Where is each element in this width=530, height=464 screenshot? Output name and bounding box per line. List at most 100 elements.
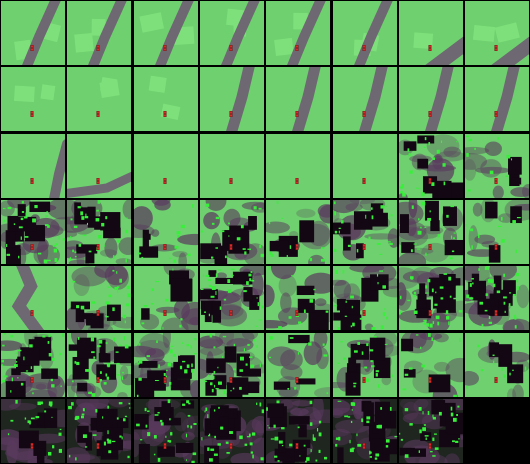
green-speckle [407, 148, 410, 152]
green-speckle [477, 234, 480, 238]
green-speckle [278, 440, 283, 444]
green-speckle [270, 438, 275, 440]
green-speckle [7, 433, 10, 436]
green-speckle [287, 387, 290, 390]
green-speckle [516, 279, 518, 283]
green-speckle [44, 224, 49, 227]
noise-smear [6, 440, 18, 463]
green-speckle [47, 225, 50, 228]
noise-smear [465, 153, 488, 170]
agent-car [295, 244, 299, 250]
green-speckle [20, 236, 22, 240]
green-speckle [432, 437, 435, 442]
green-speckle [376, 425, 380, 429]
agent-car [362, 111, 366, 117]
frame-14 [333, 67, 397, 131]
green-speckle [318, 449, 321, 453]
green-speckle [24, 216, 28, 219]
frame-19 [134, 134, 198, 198]
green-speckle [141, 322, 145, 325]
green-speckle [58, 448, 63, 453]
green-speckle [422, 427, 426, 431]
green-speckle [223, 390, 226, 395]
frame-18 [67, 134, 131, 198]
dark-block [5, 381, 26, 397]
green-speckle [423, 424, 426, 426]
green-speckle [122, 314, 126, 319]
dark-block [511, 177, 522, 185]
green-speckle [74, 255, 77, 258]
green-speckle [205, 274, 210, 277]
noise-smear [421, 164, 456, 172]
green-speckle [203, 311, 207, 313]
green-speckle [281, 444, 284, 447]
green-speckle [435, 291, 437, 294]
green-speckle [72, 280, 76, 283]
green-speckle [82, 434, 87, 439]
green-speckle [503, 296, 507, 299]
frame-7 [399, 1, 463, 65]
green-speckle [52, 244, 56, 247]
road [425, 67, 454, 131]
noise-smear [502, 318, 529, 330]
green-speckle [113, 337, 115, 342]
green-speckle [516, 286, 519, 290]
frame-14-view [333, 67, 397, 131]
green-speckle [44, 410, 47, 413]
green-speckle [50, 378, 54, 382]
green-speckle [137, 362, 140, 365]
green-speckle [390, 214, 393, 217]
noise-smear [22, 381, 58, 397]
dark-block [20, 347, 40, 366]
green-speckle [205, 203, 210, 207]
dark-block [200, 243, 222, 260]
green-speckle [168, 257, 171, 260]
agent-car [163, 178, 167, 184]
green-speckle [334, 248, 337, 252]
dark-block [363, 402, 374, 426]
dark-block [110, 418, 129, 428]
green-speckle [337, 362, 340, 364]
dark-block [498, 344, 513, 367]
dark-block [353, 211, 373, 230]
green-speckle [256, 402, 258, 405]
green-speckle [326, 392, 329, 395]
frame-12 [200, 67, 264, 131]
green-speckle [258, 207, 262, 210]
green-speckle [160, 422, 164, 426]
green-speckle [450, 235, 453, 239]
green-speckle [88, 250, 92, 253]
green-speckle [425, 252, 427, 256]
green-speckle [124, 345, 129, 349]
frame-9-view [1, 67, 65, 131]
frame-35-view [134, 266, 198, 330]
noise-smear [104, 237, 118, 259]
green-speckle [185, 433, 188, 438]
agent-car [362, 310, 366, 316]
frame-45-view [266, 333, 330, 397]
green-speckle [208, 433, 211, 437]
grass-patch [99, 80, 120, 98]
frame-3 [134, 1, 198, 65]
green-speckle [17, 349, 22, 352]
green-speckle [373, 336, 377, 338]
green-speckle [47, 451, 52, 456]
green-speckle [30, 366, 33, 369]
noise-smear [364, 323, 374, 330]
green-speckle [25, 370, 29, 372]
frame-40 [465, 266, 529, 330]
noise-smear [173, 299, 190, 320]
green-speckle [333, 305, 337, 307]
green-speckle [233, 343, 236, 347]
green-speckle [146, 355, 150, 358]
green-speckle [154, 379, 159, 382]
dark-block [227, 410, 235, 429]
green-speckle [466, 385, 468, 389]
frame-1-view [1, 1, 65, 65]
green-speckle [445, 310, 449, 314]
green-speckle [323, 456, 327, 460]
dark-block [445, 412, 463, 435]
green-speckle [73, 225, 78, 229]
green-speckle [32, 218, 36, 223]
green-speckle [101, 222, 105, 227]
